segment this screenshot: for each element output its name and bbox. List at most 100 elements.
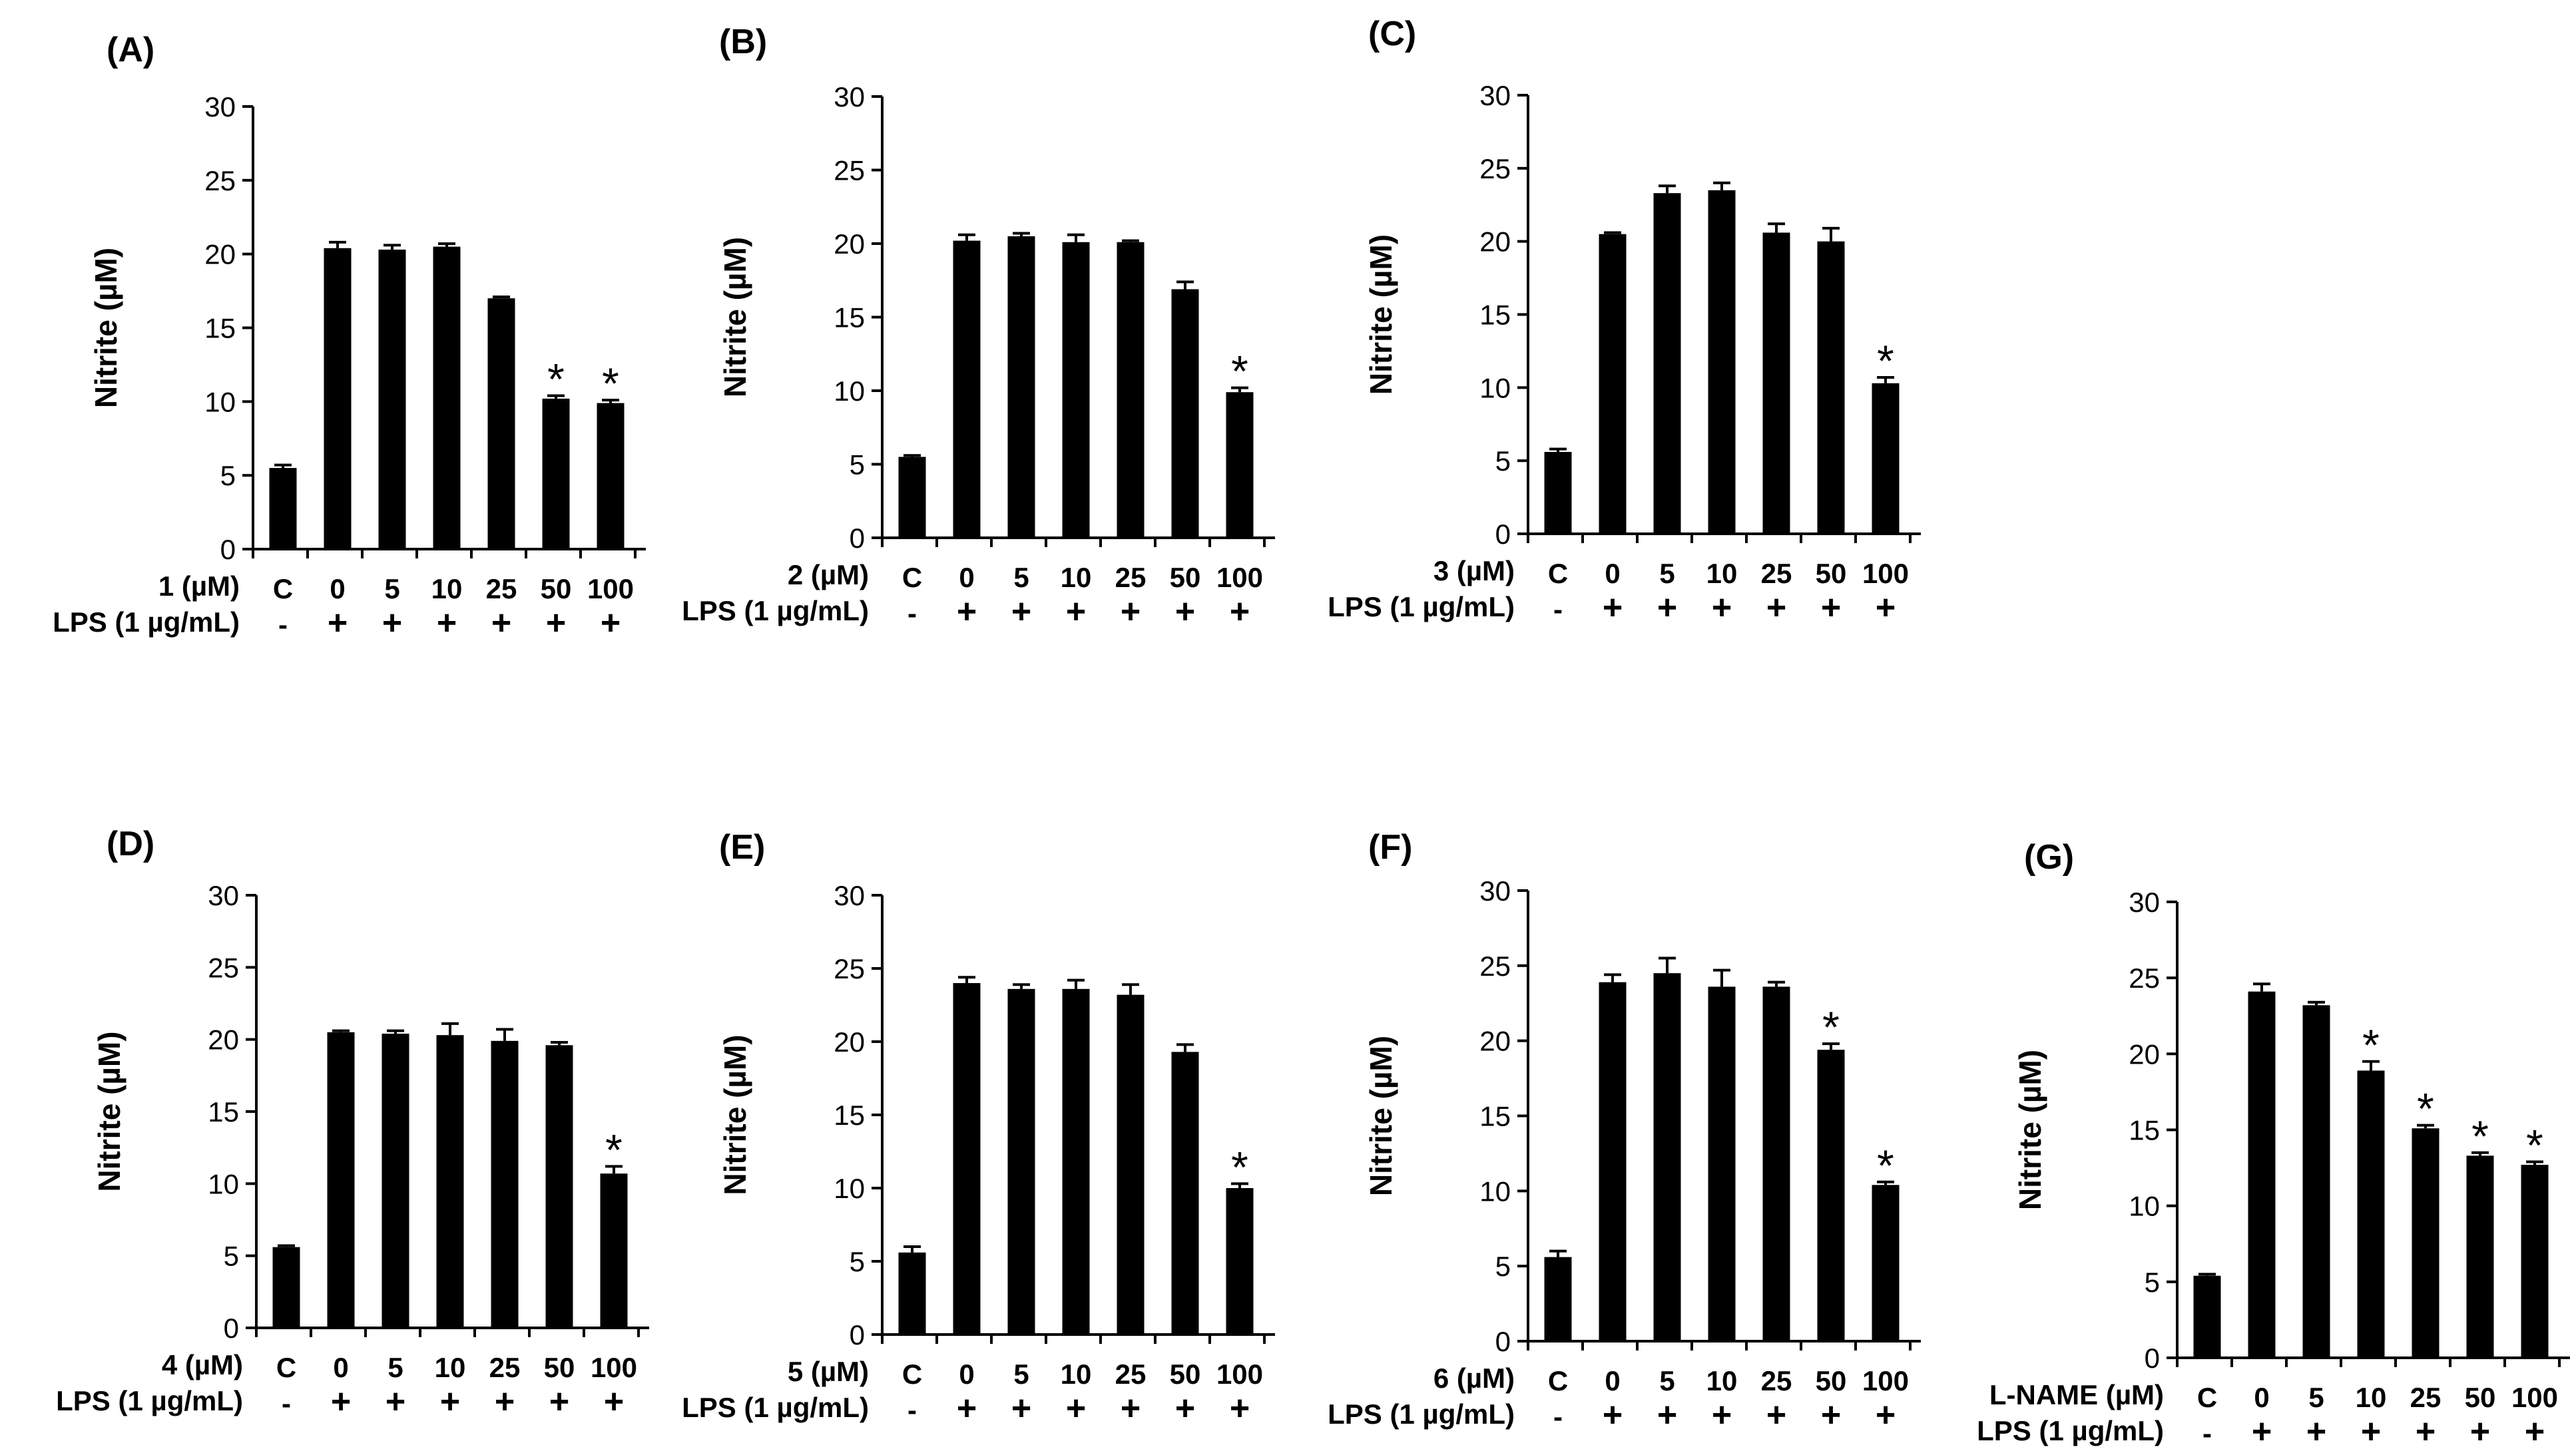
lps-sign: +: [2525, 1412, 2545, 1451]
bar: [2412, 1128, 2440, 1358]
x-tick-label: C: [276, 1352, 296, 1383]
x-tick-label: 5: [387, 1352, 403, 1383]
x-tick-label: 10: [435, 1352, 466, 1383]
y-tick-label: 25: [834, 155, 865, 186]
lps-sign: +: [328, 604, 348, 642]
x-tick-label: 10: [1061, 1358, 1092, 1390]
bar: [2521, 1165, 2549, 1358]
significance-marker: *: [2526, 1120, 2543, 1169]
x-tick-label: 0: [330, 573, 345, 604]
x-axis-label: L-NAME (µM): [1989, 1379, 2164, 1410]
lps-sign: +: [386, 1382, 405, 1421]
significance-marker: *: [2471, 1112, 2489, 1161]
y-tick-label: 20: [204, 239, 236, 270]
y-tick-label: 25: [204, 165, 236, 196]
x-axis-label: 4 (µM): [162, 1349, 243, 1380]
significance-marker: *: [1877, 1141, 1894, 1190]
x-tick-label: 25: [1115, 562, 1147, 593]
y-tick-label: 30: [208, 880, 239, 911]
lps-sign: +: [1175, 1389, 1195, 1428]
lps-sign: +: [546, 604, 566, 642]
x-axis-label: 6 (µM): [1433, 1362, 1515, 1394]
x-tick-label: 5: [1659, 1365, 1674, 1396]
y-tick-label: 0: [1495, 518, 1511, 550]
lps-sign: +: [2416, 1412, 2436, 1451]
x-tick-label: 25: [1115, 1358, 1147, 1390]
lps-sign: +: [1766, 1396, 1786, 1434]
bar: [436, 1035, 464, 1328]
y-tick-label: 30: [834, 880, 865, 911]
bar: [2302, 1005, 2330, 1358]
lps-row-label: LPS (1 µg/mL): [53, 606, 240, 638]
bar: [1117, 994, 1145, 1335]
bar: [1599, 234, 1627, 534]
bar: [1171, 1052, 1199, 1335]
x-tick-label: 100: [1862, 558, 1909, 589]
y-tick-label: 20: [1479, 1026, 1511, 1057]
lps-sign: +: [1876, 588, 1896, 627]
x-tick-label: 5: [1013, 562, 1029, 593]
bar: [1599, 982, 1627, 1341]
y-tick-label: 20: [834, 1026, 865, 1058]
x-tick-label: 25: [486, 573, 517, 604]
significance-marker: *: [1877, 336, 1894, 385]
y-tick-label: 20: [208, 1024, 239, 1056]
x-tick-label: 50: [541, 573, 572, 604]
bar: [600, 1173, 628, 1328]
bar: [382, 1034, 409, 1328]
lps-sign: +: [1821, 1396, 1841, 1434]
y-tick-label: 15: [1479, 1101, 1511, 1132]
y-tick-label: 15: [834, 1100, 865, 1131]
y-tick-label: 25: [1479, 950, 1511, 982]
significance-marker: *: [602, 359, 619, 408]
lps-sign: +: [1603, 588, 1623, 627]
x-tick-label: 100: [587, 573, 634, 604]
significance-marker: *: [2417, 1084, 2434, 1134]
lps-sign: -: [1553, 594, 1563, 625]
x-tick-label: C: [273, 573, 293, 604]
bar: [1817, 241, 1845, 534]
lps-sign: +: [1066, 1389, 1086, 1428]
bar: [2193, 1275, 2221, 1358]
y-tick-label: 5: [850, 449, 865, 481]
lps-row-label: LPS (1 µg/mL): [1328, 1398, 1515, 1430]
y-tick-label: 5: [850, 1246, 865, 1277]
bar: [2248, 991, 2276, 1358]
bar: [597, 403, 625, 549]
x-tick-label: C: [1548, 1365, 1568, 1396]
lps-row-label: LPS (1 µg/mL): [1328, 591, 1515, 622]
significance-marker: *: [1231, 1142, 1248, 1191]
x-tick-label: C: [1548, 558, 1568, 589]
y-tick-label: 15: [208, 1096, 239, 1128]
y-tick-label: 30: [2129, 887, 2160, 918]
x-tick-label: 0: [959, 1358, 974, 1390]
bar: [1007, 236, 1035, 538]
y-tick-label: 10: [1479, 1175, 1511, 1207]
bar: [487, 298, 515, 549]
x-tick-label: 10: [431, 573, 463, 604]
lps-sign: +: [1766, 588, 1786, 627]
bar: [378, 250, 406, 549]
y-tick-label: 0: [220, 534, 236, 565]
bar: [953, 240, 981, 538]
lps-sign: +: [1230, 1389, 1250, 1428]
y-axis-label: Nitrite (µM): [89, 248, 123, 408]
y-tick-label: 10: [1479, 372, 1511, 403]
x-tick-label: 0: [959, 562, 974, 593]
lps-sign: +: [437, 604, 457, 642]
bar: [1062, 242, 1090, 538]
bar: [898, 457, 926, 538]
x-tick-label: 100: [2511, 1382, 2558, 1413]
bar: [269, 468, 297, 549]
bar: [1226, 1188, 1254, 1335]
lps-sign: +: [331, 1382, 351, 1421]
lps-sign: +: [1657, 588, 1677, 627]
lps-sign: +: [1712, 588, 1732, 627]
bar: [1817, 1050, 1845, 1341]
y-tick-label: 0: [850, 1319, 865, 1350]
